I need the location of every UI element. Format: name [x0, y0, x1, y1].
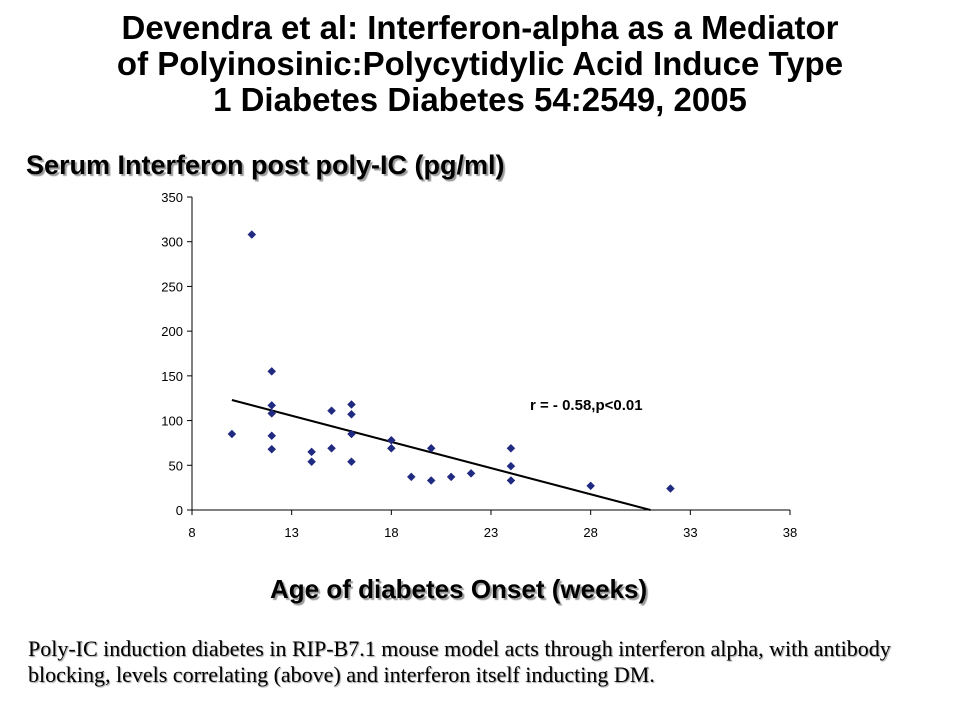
y-tick-label: 50 — [169, 458, 183, 473]
tick-labels: 0 50 100 150 200 250 300 350 8 13 18 23 28 33 38 — [161, 190, 797, 540]
data-point — [466, 468, 476, 478]
data-point — [227, 429, 237, 439]
data-point — [247, 230, 257, 239]
x-tick-label: 18 — [384, 525, 398, 540]
slide-title: Devendra et al: Interferon-alpha as a Me… — [116, 9, 844, 118]
data-point — [307, 447, 316, 457]
data-point — [267, 431, 277, 441]
y-tick-label: 100 — [161, 414, 183, 429]
chart-heading: Serum Interferon post poly-IC (pg/ml) — [26, 150, 505, 180]
x-tick-label: 8 — [188, 525, 195, 540]
data-point — [267, 409, 277, 418]
data-point — [506, 476, 516, 485]
x-axis-title: Age of diabetes Onset (weeks) — [270, 574, 648, 604]
data-point — [586, 481, 596, 491]
data-point — [327, 406, 336, 416]
data-points — [227, 230, 675, 493]
y-tick-label: 350 — [161, 190, 183, 205]
data-point — [426, 476, 436, 485]
data-point — [506, 461, 516, 471]
data-point — [406, 472, 416, 482]
data-point — [347, 400, 356, 409]
x-tick-label: 38 — [783, 525, 797, 540]
data-point — [347, 457, 356, 467]
x-tick-label: 28 — [583, 525, 597, 540]
trendline — [231, 399, 651, 511]
data-point — [327, 443, 336, 453]
data-point — [506, 443, 516, 453]
data-point — [267, 444, 277, 454]
data-point — [307, 457, 316, 467]
correlation-annotation: r = - 0.58,p<0.01 — [530, 397, 643, 414]
data-point — [426, 443, 436, 453]
data-point — [347, 429, 356, 439]
data-point — [446, 472, 456, 482]
x-tick-label: 33 — [683, 525, 697, 540]
y-tick-label: 300 — [161, 235, 183, 250]
y-tick-label: 200 — [161, 324, 183, 339]
data-point — [347, 409, 356, 419]
x-tick-label: 13 — [284, 525, 298, 540]
data-point — [666, 484, 675, 493]
axes — [187, 196, 791, 515]
x-tick-label: 23 — [484, 525, 498, 540]
data-point — [386, 443, 396, 453]
y-tick-label: 0 — [176, 503, 183, 518]
data-point — [267, 401, 277, 410]
caption: Poly-IC induction diabetes in RIP-B7.1 m… — [28, 636, 891, 687]
y-tick-label: 150 — [161, 369, 183, 384]
trendline-layer — [231, 399, 651, 511]
data-point — [267, 367, 277, 376]
y-tick-label: 250 — [161, 279, 183, 294]
